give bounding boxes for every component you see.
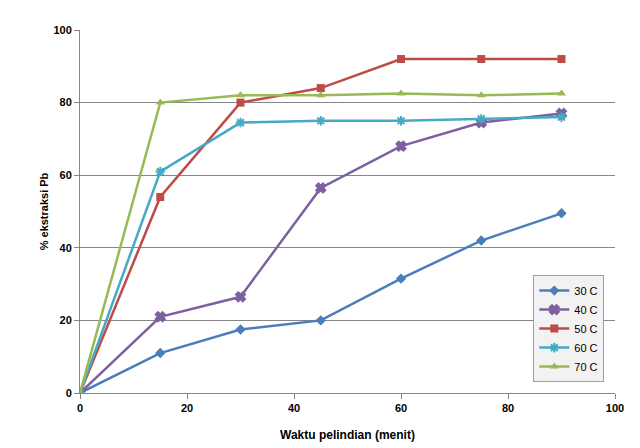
svg-text:20: 20	[181, 402, 193, 414]
svg-text:40: 40	[60, 242, 72, 254]
svg-text:40 C: 40 C	[574, 304, 597, 316]
svg-text:40: 40	[288, 402, 300, 414]
svg-text:100: 100	[606, 402, 624, 414]
svg-text:60: 60	[395, 402, 407, 414]
svg-text:80: 80	[60, 96, 72, 108]
svg-text:0: 0	[77, 402, 83, 414]
svg-text:30 C: 30 C	[574, 285, 597, 297]
svg-text:70 C: 70 C	[574, 361, 597, 373]
svg-text:100: 100	[53, 24, 71, 36]
svg-text:Waktu pelindian (menit): Waktu pelindian (menit)	[280, 428, 415, 442]
svg-text:% ekstraksi Pb: % ekstraksi Pb	[38, 172, 50, 250]
svg-text:60: 60	[60, 169, 72, 181]
svg-text:0: 0	[66, 387, 72, 399]
svg-text:60 C: 60 C	[574, 342, 597, 354]
svg-text:20: 20	[60, 314, 72, 326]
svg-text:50 C: 50 C	[574, 323, 597, 335]
svg-text:80: 80	[502, 402, 514, 414]
